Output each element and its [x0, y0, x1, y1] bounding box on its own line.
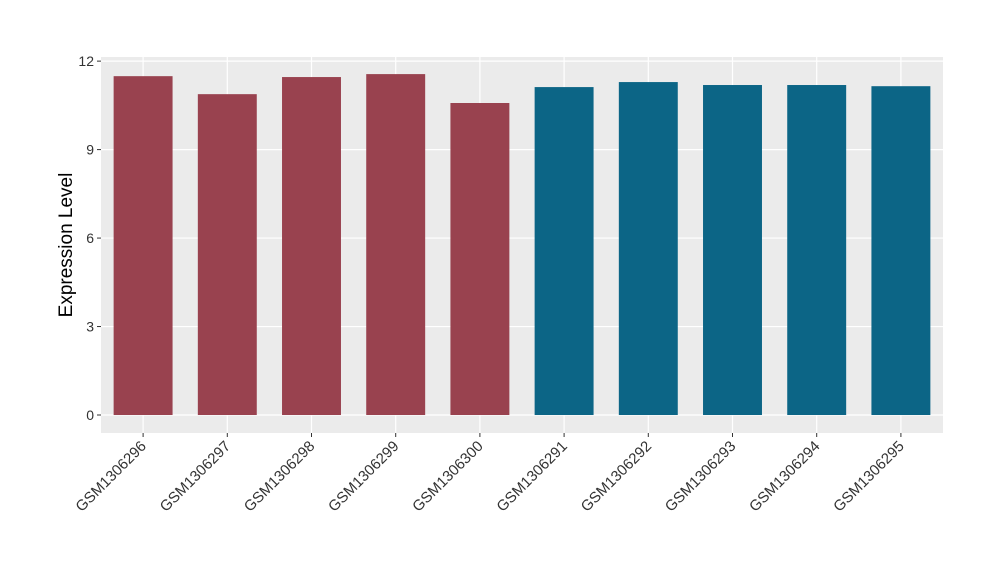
y-tick-label: 9	[86, 142, 94, 158]
y-tick-label: 0	[86, 407, 94, 423]
x-tick-label: GSM1306299	[325, 438, 402, 515]
bar	[450, 103, 510, 416]
bar	[197, 94, 257, 416]
bar	[871, 86, 931, 416]
x-tick-label: GSM1306293	[662, 438, 739, 515]
x-tick-label: GSM1306294	[746, 438, 823, 515]
x-tick-label: GSM1306292	[578, 438, 655, 515]
bar	[534, 87, 594, 416]
y-tick-label: 6	[86, 230, 94, 246]
x-tick-label: GSM1306296	[72, 438, 149, 515]
bar	[618, 82, 678, 416]
y-tick-label: 12	[78, 53, 94, 69]
bar	[366, 74, 426, 416]
y-axis-title: Expression Level	[56, 173, 77, 318]
x-tick-label: GSM1306298	[241, 438, 318, 515]
x-tick-label: GSM1306291	[493, 438, 570, 515]
x-tick-label: GSM1306300	[409, 438, 486, 515]
x-tick-label: GSM1306295	[830, 438, 907, 515]
bar	[703, 85, 762, 416]
y-tick-label: 3	[86, 319, 94, 335]
bar	[282, 77, 341, 416]
bar	[113, 76, 173, 416]
x-tick-label: GSM1306297	[157, 438, 234, 515]
bar	[787, 85, 847, 416]
